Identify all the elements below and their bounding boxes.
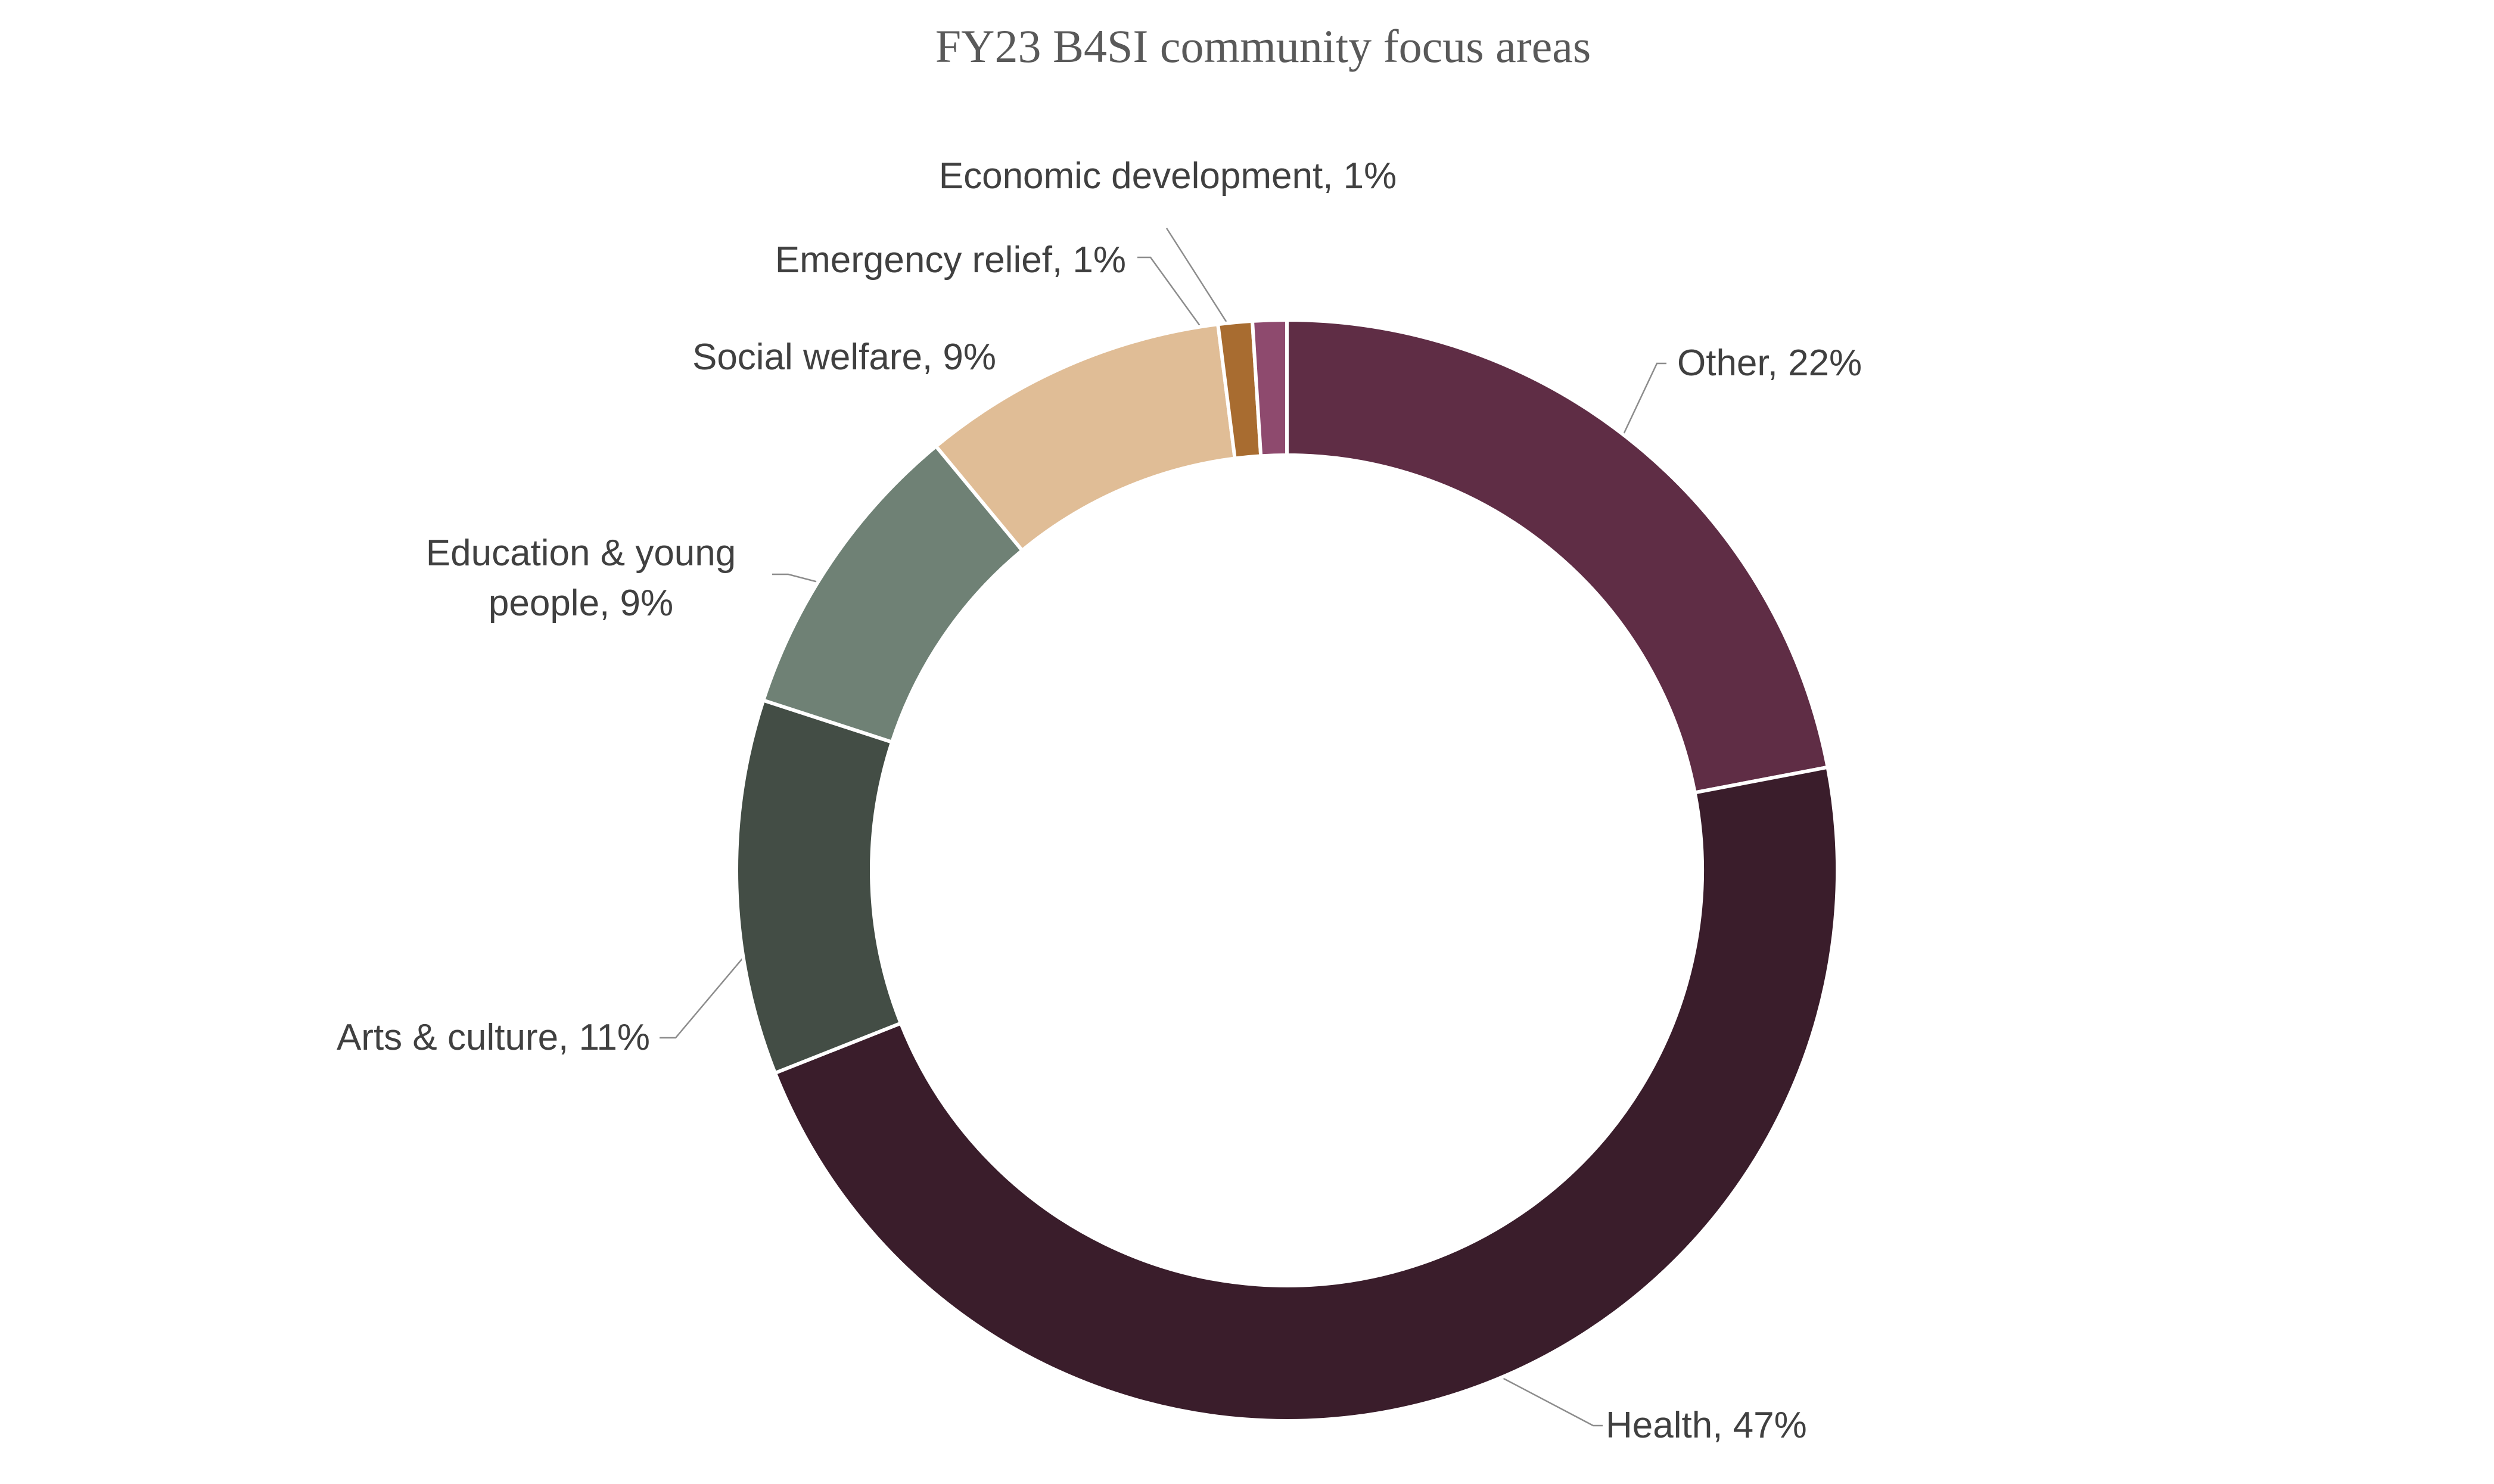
donut-slice: Economic development — [1250, 318, 1289, 458]
chart-title: FY23 B4SI community focus areas — [935, 20, 1591, 72]
data-label: Emergency relief, 1% — [775, 239, 1126, 281]
data-label: Health, 47% — [1606, 1405, 1807, 1446]
data-label: Other, 22% — [1677, 343, 1862, 384]
donut-slice: Arts & culture — [735, 698, 903, 1076]
data-label: Social welfare, 9% — [692, 337, 996, 378]
data-label: Education & young people, 9% — [425, 533, 736, 624]
data-label: Economic development, 1% — [938, 155, 1397, 197]
data-label: Arts & culture, 11% — [336, 1017, 650, 1058]
donut-slice: Other — [1285, 318, 1830, 795]
donut-slice: Health — [772, 765, 1839, 1423]
